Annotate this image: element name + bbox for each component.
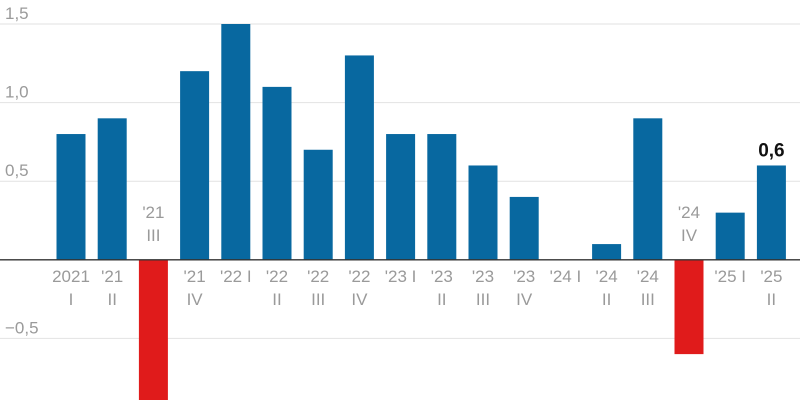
bar	[344, 55, 374, 260]
y-tick-label: 1,5	[5, 4, 29, 23]
bar	[262, 86, 292, 260]
x-tick-label: II	[767, 290, 776, 309]
x-tick-label: '25	[760, 267, 782, 286]
y-tick-label: −0,5	[5, 318, 39, 337]
x-tick-label: '21	[101, 267, 123, 286]
x-tick-label: IV	[516, 290, 533, 309]
x-tick-label: III	[146, 226, 160, 245]
y-tick-label: 1,0	[5, 83, 29, 102]
bar	[56, 134, 86, 260]
x-tick-label: '22	[307, 267, 329, 286]
x-tick-label: I	[69, 290, 74, 309]
x-tick-label: '24	[596, 267, 618, 286]
bar	[715, 212, 745, 260]
y-tick-label: −1,0	[5, 397, 39, 400]
x-tick-label: '24	[637, 267, 659, 286]
x-tick-label: '22	[266, 267, 288, 286]
bar	[303, 149, 333, 260]
x-tick-label: '22 I	[220, 267, 252, 286]
bars	[56, 24, 786, 400]
x-tick-label: III	[476, 290, 490, 309]
x-tick-label: '24 I	[550, 267, 582, 286]
x-tick-label: IV	[351, 290, 368, 309]
x-tick-label: '25 I	[714, 267, 746, 286]
y-tick-label: 0,5	[5, 161, 29, 180]
x-tick-label: '23	[513, 267, 535, 286]
x-tick-label: '23	[472, 267, 494, 286]
x-tick-label: II	[437, 290, 446, 309]
x-tick-label: '21	[142, 203, 164, 222]
bar	[674, 259, 704, 355]
x-tick-label: III	[311, 290, 325, 309]
tick-labels: 1,5 1,0 0,5 −0,5 −1,0 2021 I '21 II '21 III '21 IV '2…	[5, 4, 785, 400]
bar	[138, 259, 168, 400]
x-tick-label: IV	[681, 226, 698, 245]
bar	[180, 71, 210, 260]
bar	[468, 165, 498, 260]
x-tick-label: '23	[431, 267, 453, 286]
x-tick-label: II	[602, 290, 611, 309]
data-label: 0,6	[758, 140, 784, 161]
x-tick-label: 2021	[52, 267, 90, 286]
bar	[592, 244, 622, 260]
x-tick-label: '23 I	[385, 267, 417, 286]
bar	[221, 24, 251, 260]
bar	[427, 134, 457, 260]
x-tick-label: '21	[184, 267, 206, 286]
x-tick-label: '22	[348, 267, 370, 286]
x-tick-label: '24	[678, 203, 700, 222]
bar	[97, 118, 127, 260]
bar	[756, 165, 786, 260]
x-tick-label: IV	[187, 290, 204, 309]
x-tick-label: II	[107, 290, 116, 309]
bar	[386, 134, 416, 260]
x-tick-label: III	[641, 290, 655, 309]
bar	[509, 196, 539, 260]
x-tick-label: II	[272, 290, 281, 309]
bar	[633, 118, 663, 260]
